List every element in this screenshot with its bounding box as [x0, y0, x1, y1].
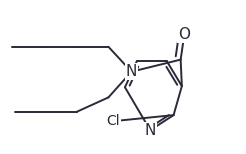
Text: O: O [178, 27, 190, 42]
Text: N: N [145, 123, 156, 138]
Text: Cl: Cl [107, 113, 120, 128]
Text: N: N [126, 64, 137, 79]
